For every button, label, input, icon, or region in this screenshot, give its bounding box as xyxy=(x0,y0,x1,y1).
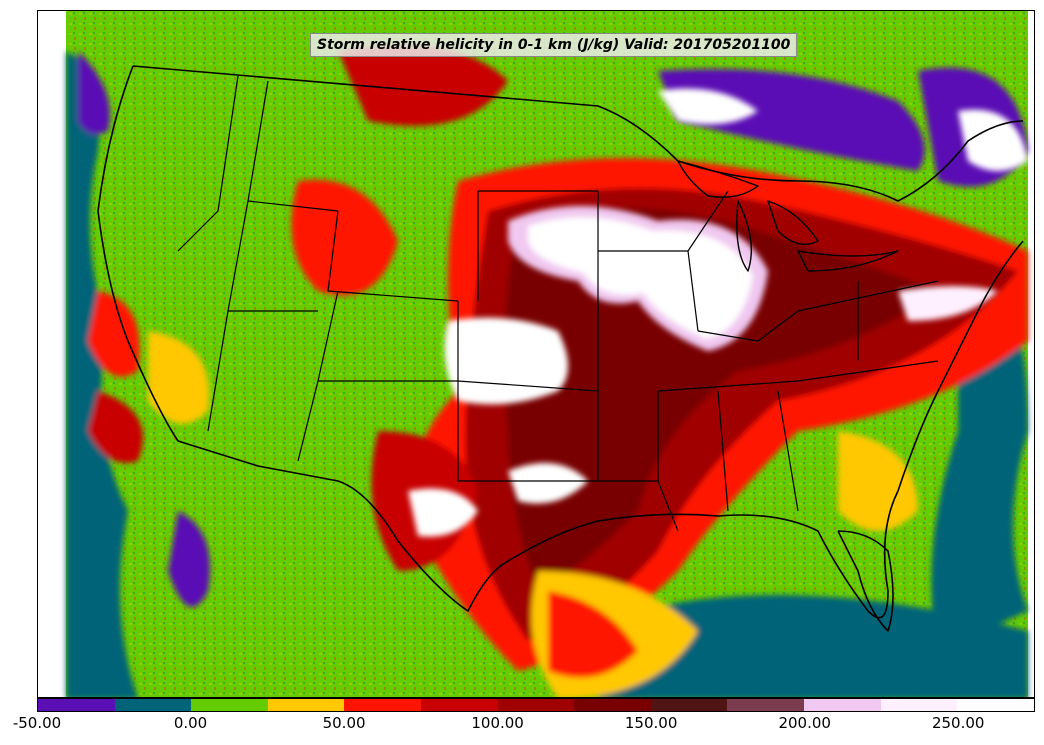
colorbar-tick-labels: -50.00 0.00 50.00 100.00 150.00 200.00 250.00 xyxy=(0,714,1044,738)
gulf-coast xyxy=(507,490,899,619)
contour-west-red4 xyxy=(88,391,143,463)
contour-pacific-purple xyxy=(78,51,110,135)
boundaries xyxy=(97,65,1024,632)
colorbar-tick-label: 200.00 xyxy=(778,714,831,732)
colorbar-tick-label: 100.00 xyxy=(471,714,524,732)
contour-gulf-teal xyxy=(598,595,1028,697)
colorbar-segment xyxy=(421,699,498,711)
contour-west-yellow xyxy=(148,331,210,424)
contour-west-red2 xyxy=(338,45,508,126)
domain-outside xyxy=(38,11,66,697)
colorbar-segment xyxy=(804,699,881,711)
colorbar-segment xyxy=(727,699,805,711)
colorbar-segment xyxy=(574,699,651,711)
colorbar-tick-label: 250.00 xyxy=(931,714,985,732)
colorbar xyxy=(37,698,1035,712)
peak-arkansas xyxy=(508,463,588,504)
colorbar-segment xyxy=(880,699,958,711)
us-canada-border xyxy=(132,65,1024,202)
peak-canada xyxy=(658,88,758,125)
helicity-map xyxy=(38,11,1028,697)
great-lakes xyxy=(677,160,899,272)
peak-quebec xyxy=(958,109,1028,171)
map-panel: Storm relative helicity in 0-1 km (J/kg)… xyxy=(37,10,1035,698)
colorbar-segment xyxy=(344,699,422,711)
pacific-coast xyxy=(97,65,179,442)
peak-midwest-core xyxy=(528,217,753,339)
colorbar-segment xyxy=(38,699,115,711)
colorbar-tick-label: 150.00 xyxy=(624,714,678,732)
helicity-peaks xyxy=(408,88,1028,537)
peak-plains xyxy=(444,317,568,405)
atlantic-coast xyxy=(897,240,1024,492)
contour-pacific-teal xyxy=(66,51,138,697)
map-title: Storm relative helicity in 0-1 km (J/kg)… xyxy=(310,33,798,57)
contour-west-red3 xyxy=(88,291,140,377)
colorbar-segment xyxy=(957,699,1034,711)
colorbar-segment xyxy=(191,699,268,711)
state-lines xyxy=(177,75,939,532)
contour-east-yellow xyxy=(838,431,918,531)
colorbar-tick-label: 50.00 xyxy=(322,714,366,732)
colorbar-tick-label: -50.00 xyxy=(12,714,62,732)
colorbar-segment xyxy=(267,699,345,711)
colorbar-tick-label: 0.00 xyxy=(173,714,208,732)
colorbar-segment xyxy=(650,699,728,711)
peak-midatlantic xyxy=(898,286,998,321)
colorbar-segment xyxy=(497,699,575,711)
florida xyxy=(837,530,894,632)
contour-baja-purple xyxy=(168,511,210,607)
peak-south xyxy=(408,488,478,537)
contour-gulf-red xyxy=(548,591,638,678)
colorbar-segment xyxy=(114,699,192,711)
us-mexico-border xyxy=(177,440,509,612)
